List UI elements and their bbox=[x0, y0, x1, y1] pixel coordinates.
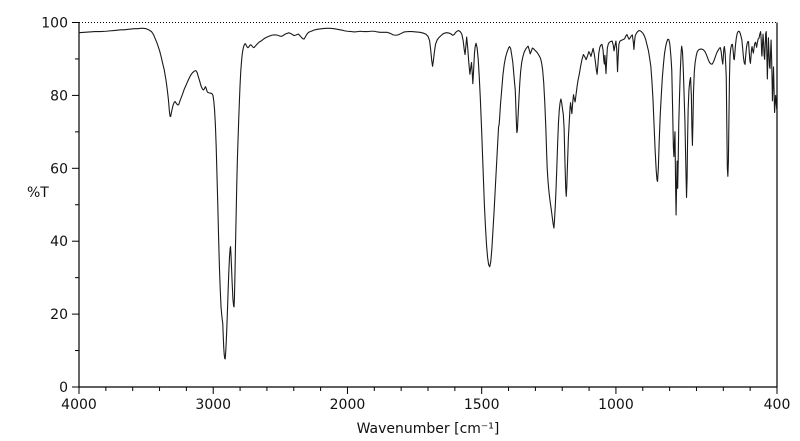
x-tick-label: 1500 bbox=[464, 397, 500, 413]
x-axis-ticks bbox=[78, 387, 778, 394]
x-tick-label: 400 bbox=[764, 397, 791, 413]
y-tick-label: 100 bbox=[41, 16, 68, 32]
x-tick-label: 1000 bbox=[598, 397, 634, 413]
y-axis-tick-labels: 0 20 40 60 80 100 bbox=[41, 16, 68, 397]
y-tick-label: 20 bbox=[50, 307, 68, 323]
y-tick-label: 60 bbox=[50, 161, 68, 177]
y-axis-title: %T bbox=[27, 185, 49, 201]
y-tick-label: 80 bbox=[50, 88, 68, 104]
x-axis-title: Wavenumber [cm⁻¹] bbox=[357, 421, 500, 437]
x-axis-tick-labels: 4000 3000 2000 1500 1000 400 bbox=[61, 397, 790, 413]
y-axis-ticks bbox=[72, 22, 79, 388]
y-tick-label: 0 bbox=[59, 380, 68, 396]
y-tick-label: 40 bbox=[50, 234, 68, 250]
x-tick-label: 2000 bbox=[330, 397, 366, 413]
x-tick-label: 3000 bbox=[195, 397, 231, 413]
spectrum-trace bbox=[78, 27, 778, 360]
x-tick-label: 4000 bbox=[61, 397, 97, 413]
